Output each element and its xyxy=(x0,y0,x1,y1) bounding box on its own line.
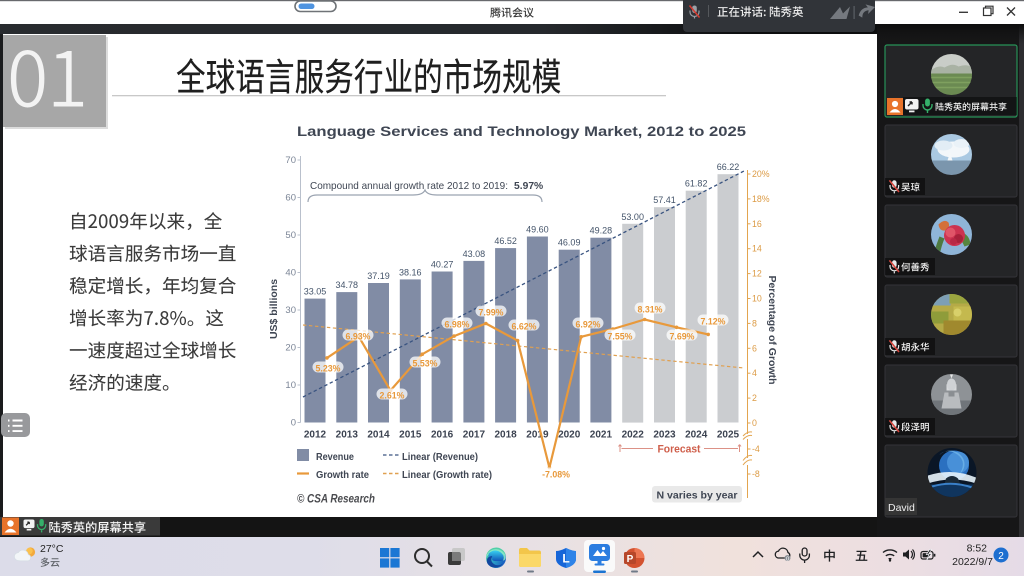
svg-text:2015: 2015 xyxy=(399,430,422,441)
svg-text:© CSA Research: © CSA Research xyxy=(297,494,375,506)
svg-text:6: 6 xyxy=(752,343,757,353)
svg-text:-7.08%: -7.08% xyxy=(542,470,570,480)
svg-text:0: 0 xyxy=(752,418,757,428)
svg-text:4: 4 xyxy=(752,368,757,378)
svg-text:2021: 2021 xyxy=(590,430,613,441)
svg-text:5.53%: 5.53% xyxy=(413,359,438,369)
svg-text:30: 30 xyxy=(285,305,296,316)
svg-text:5.97%: 5.97% xyxy=(514,181,543,192)
svg-text:34.78: 34.78 xyxy=(336,280,359,290)
svg-text:2013: 2013 xyxy=(336,430,359,441)
svg-text:27°C: 27°C xyxy=(40,543,64,555)
svg-text:2: 2 xyxy=(752,393,757,403)
svg-text:Compound annual growth rate 20: Compound annual growth rate 2012 to 2019… xyxy=(310,181,508,192)
svg-text:18%: 18% xyxy=(752,194,770,204)
svg-text:57.41: 57.41 xyxy=(653,195,676,205)
svg-text:2024: 2024 xyxy=(685,430,708,441)
svg-text:20: 20 xyxy=(285,343,296,354)
svg-text:6.92%: 6.92% xyxy=(576,320,601,330)
svg-text:2025: 2025 xyxy=(717,430,740,441)
svg-text:60: 60 xyxy=(285,193,296,204)
svg-text:2.61%: 2.61% xyxy=(380,391,405,401)
svg-text:7.55%: 7.55% xyxy=(608,332,633,342)
svg-text:16: 16 xyxy=(752,219,762,229)
svg-text:Linear (Revenue): Linear (Revenue) xyxy=(402,452,478,463)
svg-text:40.27: 40.27 xyxy=(431,260,454,270)
svg-text:8: 8 xyxy=(752,318,757,328)
svg-text:49.28: 49.28 xyxy=(590,226,613,236)
svg-text:2016: 2016 xyxy=(431,430,454,441)
svg-text:L: L xyxy=(562,552,569,566)
svg-text:Revenue: Revenue xyxy=(316,452,354,463)
svg-text:12: 12 xyxy=(752,269,762,279)
svg-text:2: 2 xyxy=(998,551,1004,562)
svg-text:N varies by year: N varies by year xyxy=(657,490,738,502)
svg-text:-8: -8 xyxy=(752,469,760,479)
svg-text:Growth rate: Growth rate xyxy=(316,470,369,481)
svg-text:2019: 2019 xyxy=(526,430,549,441)
svg-text:53.00: 53.00 xyxy=(621,212,644,222)
svg-text:0: 0 xyxy=(291,418,296,429)
svg-text:-4: -4 xyxy=(752,444,760,454)
svg-text:33.05: 33.05 xyxy=(304,287,327,297)
svg-text:49.60: 49.60 xyxy=(526,225,549,235)
svg-text:50: 50 xyxy=(285,230,296,241)
svg-text:7.69%: 7.69% xyxy=(670,332,695,342)
svg-text:8.31%: 8.31% xyxy=(638,305,663,315)
svg-text:7.12%: 7.12% xyxy=(701,317,726,327)
svg-text:14: 14 xyxy=(752,244,762,254)
svg-text:David: David xyxy=(888,502,915,514)
svg-text:US$ billions: US$ billions xyxy=(268,279,280,339)
svg-text:46.52: 46.52 xyxy=(494,236,517,246)
svg-text:Forecast: Forecast xyxy=(658,444,701,456)
svg-text:2022: 2022 xyxy=(622,430,645,441)
svg-text:2023: 2023 xyxy=(653,430,676,441)
svg-text:6.93%: 6.93% xyxy=(346,332,371,342)
svg-text:46.09: 46.09 xyxy=(558,238,581,248)
svg-text:Percentage of Growth: Percentage of Growth xyxy=(766,275,778,384)
svg-text:2022/9/7: 2022/9/7 xyxy=(952,556,993,568)
svg-text:38.16: 38.16 xyxy=(399,267,422,277)
svg-text:66.22: 66.22 xyxy=(717,162,740,172)
svg-text:5.23%: 5.23% xyxy=(316,364,341,374)
svg-text:43.08: 43.08 xyxy=(463,249,486,259)
svg-text:0: 0 xyxy=(786,556,789,562)
svg-text:37.19: 37.19 xyxy=(367,271,390,281)
svg-text:6.62%: 6.62% xyxy=(512,322,537,332)
svg-text:Language Services and Technolo: Language Services and Technology Market,… xyxy=(297,123,746,139)
svg-text:7.99%: 7.99% xyxy=(479,308,504,318)
svg-text:6.98%: 6.98% xyxy=(445,320,470,330)
svg-text:2018: 2018 xyxy=(494,430,517,441)
svg-text:70: 70 xyxy=(285,155,296,166)
svg-text:2012: 2012 xyxy=(304,430,327,441)
svg-text:Linear (Growth rate): Linear (Growth rate) xyxy=(402,470,492,481)
svg-text:P: P xyxy=(627,554,634,565)
svg-text:61.82: 61.82 xyxy=(685,179,708,189)
svg-text:8:52: 8:52 xyxy=(967,543,988,555)
svg-text:2017: 2017 xyxy=(463,430,486,441)
svg-text:10: 10 xyxy=(285,380,296,391)
svg-text:40: 40 xyxy=(285,268,296,279)
svg-text:10: 10 xyxy=(752,294,762,304)
svg-text:2020: 2020 xyxy=(558,430,581,441)
svg-text:20%: 20% xyxy=(752,169,770,179)
svg-text:2014: 2014 xyxy=(367,430,390,441)
